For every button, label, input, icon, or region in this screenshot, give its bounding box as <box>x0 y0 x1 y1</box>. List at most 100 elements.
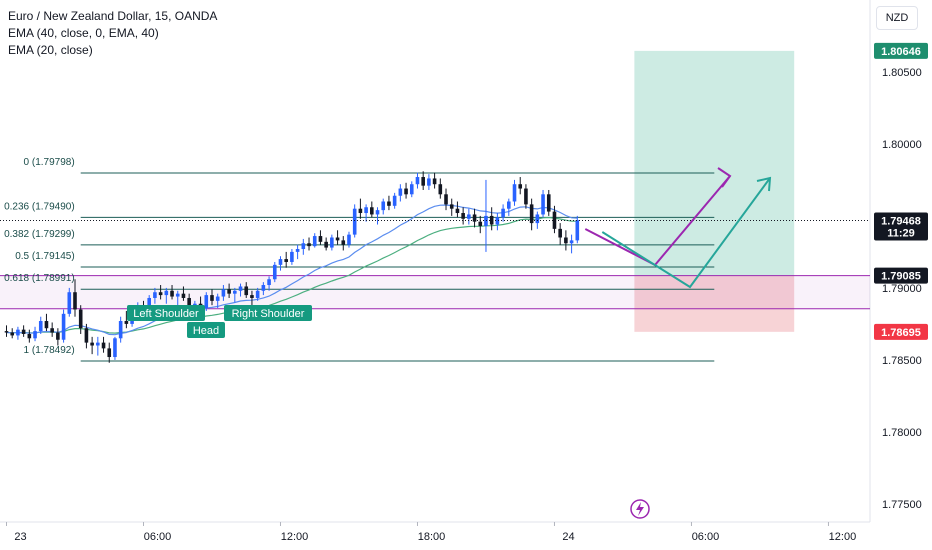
candle-body <box>324 241 328 248</box>
candle <box>449 198 454 216</box>
candle <box>364 204 368 222</box>
candle-body <box>364 207 368 214</box>
candle-body <box>330 237 334 248</box>
candle-body <box>558 228 562 238</box>
candle <box>210 289 214 306</box>
candle <box>10 328 15 339</box>
candle-body <box>153 292 157 298</box>
ema-40-indicator[interactable]: EMA (40, close, 0, EMA, 40) <box>8 26 159 40</box>
candle-body <box>255 290 260 298</box>
candle-body <box>535 214 540 224</box>
profit-zone <box>634 50 795 276</box>
candle-body <box>170 290 174 297</box>
candle <box>427 174 431 190</box>
candle-body <box>181 293 186 298</box>
candle-body <box>347 234 351 245</box>
candle-body <box>295 249 300 252</box>
candle-body <box>529 204 534 224</box>
pattern-label-bg <box>187 322 225 338</box>
price-label-countdown: 11:29 <box>887 227 915 239</box>
candle <box>478 215 483 234</box>
x-tick-label: 24 <box>562 531 574 543</box>
candle-body <box>387 201 391 206</box>
candle <box>21 325 26 337</box>
candle-body <box>278 259 283 265</box>
candle-body <box>375 210 380 215</box>
fib-level-label: 0.5 (1.79145) <box>15 251 75 262</box>
candle-body <box>38 321 43 332</box>
candle-body <box>175 293 180 297</box>
pattern-label: Left Shoulder <box>133 308 199 320</box>
candle-body <box>67 292 72 314</box>
candle-body <box>421 177 425 186</box>
candle <box>501 204 505 222</box>
candle <box>370 201 374 218</box>
candle <box>44 313 49 332</box>
candle <box>375 207 380 225</box>
candle <box>415 172 420 189</box>
candle <box>387 195 391 211</box>
fib-level-label: 0.618 (1.78991) <box>4 273 75 284</box>
y-tick-label: 1.80000 <box>882 139 922 151</box>
candle <box>512 179 517 206</box>
candle <box>404 182 408 199</box>
candle-body <box>524 188 528 205</box>
candle-body <box>507 201 511 209</box>
x-tick-label: 06:00 <box>692 531 720 543</box>
candle <box>175 290 180 306</box>
candle-body <box>312 236 317 247</box>
candle-body <box>227 289 231 294</box>
candle <box>78 305 83 334</box>
range-band <box>0 275 870 309</box>
arrow-head-purple <box>717 167 732 188</box>
candle <box>153 287 157 304</box>
candle <box>489 207 494 231</box>
candle-body <box>290 251 294 262</box>
candle <box>358 198 363 219</box>
candle-body <box>444 194 448 205</box>
candle-body <box>261 285 266 291</box>
candle <box>67 287 72 317</box>
candle-body <box>4 331 9 333</box>
ema-20-indicator[interactable]: EMA (20, close) <box>8 43 93 57</box>
candle <box>421 171 425 190</box>
candle <box>101 336 106 353</box>
fib-level-label: 0 (1.79798) <box>24 157 75 168</box>
candle-body <box>467 214 471 219</box>
candle <box>518 177 523 195</box>
candle-body <box>455 208 460 214</box>
candle-body <box>518 184 523 189</box>
candle-body <box>546 194 551 212</box>
candle-body <box>569 240 574 244</box>
candle <box>84 323 89 349</box>
y-tick-label: 1.80500 <box>882 67 922 79</box>
fib-level-label: 0.236 (1.79490) <box>4 201 75 212</box>
bolt-icon-glyph <box>636 502 644 516</box>
candle-body <box>118 321 123 339</box>
currency-button[interactable]: NZD <box>876 6 918 30</box>
chart-legend: Euro / New Zealand Dollar, 15, OANDA EMA… <box>8 8 217 59</box>
candle-body <box>307 243 311 247</box>
candle-body <box>73 292 77 310</box>
y-tick-label: 1.79000 <box>882 283 922 295</box>
candle <box>318 230 323 245</box>
candle-body <box>398 188 403 196</box>
candle-body <box>10 332 15 336</box>
candle-body <box>575 220 580 241</box>
bolt-icon <box>630 499 650 519</box>
candle-body <box>438 184 443 195</box>
y-tick-label: 1.78000 <box>882 427 922 439</box>
stop-zone <box>634 275 795 332</box>
candle-body <box>512 184 517 202</box>
candle <box>278 256 283 271</box>
candle <box>27 329 32 343</box>
candle-body <box>124 321 129 324</box>
candle <box>552 205 557 234</box>
pattern-label-bg <box>127 305 205 321</box>
candle <box>381 198 386 215</box>
candle-body <box>484 215 488 226</box>
price-label-bg <box>874 42 928 59</box>
candle-body <box>541 194 545 215</box>
candle <box>204 292 209 311</box>
